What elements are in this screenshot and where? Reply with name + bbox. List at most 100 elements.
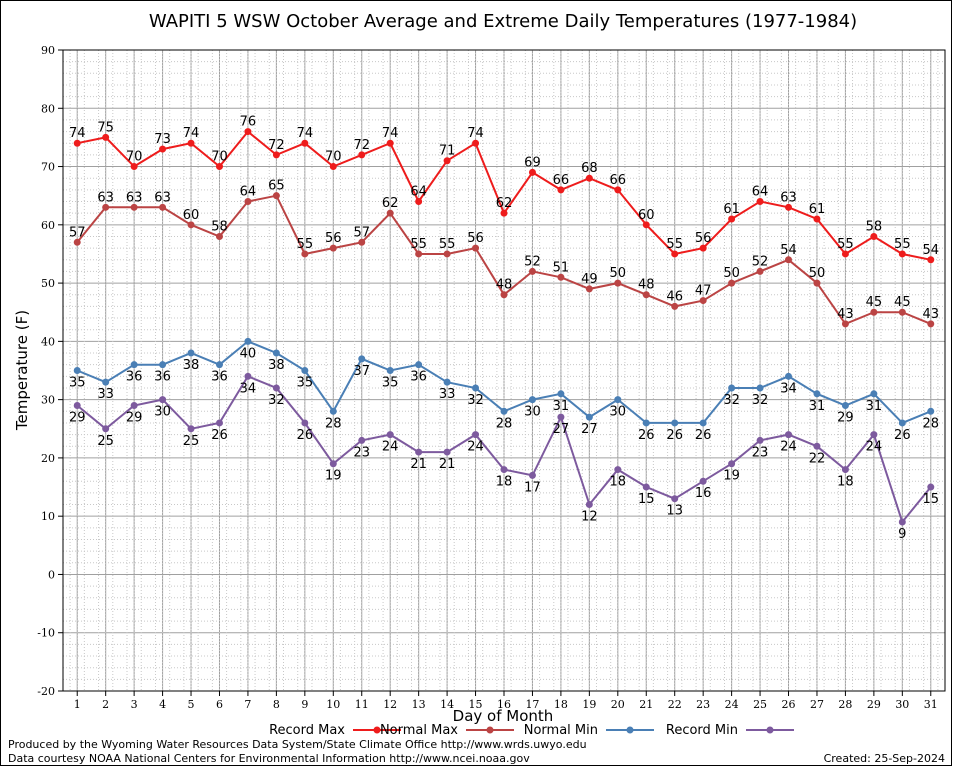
data-label: 70 [325,150,342,165]
data-label: 50 [610,266,627,281]
data-point [614,396,622,404]
data-point [528,471,536,479]
chart-title: WAPITI 5 WSW October Average and Extreme… [149,11,857,32]
x-tick-label: 6 [216,698,223,711]
data-label: 28 [496,416,513,431]
x-tick-label: 23 [696,698,710,711]
x-tick-label: 4 [159,698,166,711]
data-point [642,483,650,491]
data-point [500,466,508,474]
y-tick-label: -20 [37,685,55,698]
footer-data-courtesy: Data courtesy NOAA National Centers for … [8,752,530,765]
x-tick-label: 15 [469,698,483,711]
data-label: 24 [866,440,883,455]
data-label: 62 [382,196,399,211]
data-point [728,460,736,468]
data-label: 27 [553,422,570,437]
data-label: 74 [297,126,314,141]
y-tick-label: 0 [48,568,55,581]
data-point [215,163,223,171]
data-label: 54 [780,243,797,258]
x-tick-label: 26 [782,698,796,711]
data-label: 60 [183,208,200,223]
data-label: 16 [695,486,712,501]
x-tick-label: 29 [867,698,881,711]
data-label: 52 [752,254,769,269]
data-point [927,407,935,415]
data-point [301,419,309,427]
data-point [159,145,167,153]
data-label: 30 [610,405,627,420]
data-label: 74 [382,126,399,141]
data-label: 33 [97,387,114,402]
data-label: 61 [723,202,740,217]
x-tick-label: 20 [611,698,625,711]
data-label: 12 [581,510,598,525]
data-label: 52 [524,254,541,269]
data-point [785,431,793,439]
data-label: 38 [183,358,200,373]
data-label: 25 [97,434,114,449]
data-label: 30 [524,405,541,420]
data-label: 26 [297,428,314,443]
x-tick-label: 30 [895,698,909,711]
data-point [159,396,167,404]
data-point [870,390,878,398]
data-label: 21 [439,457,456,472]
data-label: 40 [240,346,257,361]
data-point [728,279,736,287]
data-label: 72 [268,138,285,153]
data-label: 36 [126,370,143,385]
data-point [756,436,764,444]
data-label: 24 [382,440,399,455]
data-point [500,407,508,415]
data-label: 54 [923,243,940,258]
data-point [813,215,821,223]
data-point [244,372,252,380]
x-tick-label: 12 [383,698,397,711]
data-label: 68 [581,161,598,176]
data-point [329,460,337,468]
data-point [386,431,394,439]
data-label: 35 [297,376,314,391]
data-point [557,186,565,194]
data-point [358,436,366,444]
data-point [272,192,280,200]
data-point [927,483,935,491]
y-axis: -20 -10 0 10 20 30 40 50 60 70 80 90 [37,44,63,698]
data-label: 25 [183,434,200,449]
data-label: 32 [467,393,484,408]
data-point [73,367,81,374]
data-label: 21 [410,457,427,472]
series: 74 75 70 73 74 70 76 72 74 70 72 74 64 71 74 62 69 66 68 66… [69,115,939,542]
data-label: 29 [126,410,143,425]
data-point [329,407,337,415]
data-label: 45 [866,295,883,310]
data-label: 36 [154,370,171,385]
data-label: 50 [809,266,826,281]
data-point [841,466,849,474]
data-label: 64 [410,185,427,200]
data-label: 35 [382,376,399,391]
data-point [187,139,195,147]
data-point [215,232,223,240]
data-point [557,413,565,421]
x-axis: 1 2 3 4 5 6 7 8 9 10 11 12 13 14 15 16 17 18 19 20 21 22 23 24 2… [74,691,938,711]
data-label: 74 [69,126,86,141]
data-label: 31 [553,399,570,414]
data-point [614,186,622,194]
data-label: 56 [467,231,484,246]
data-point [73,238,81,246]
data-label: 55 [410,237,427,252]
data-point [699,297,707,305]
data-label: 33 [439,387,456,402]
data-label: 46 [666,289,683,304]
data-label: 55 [837,237,854,252]
data-label: 55 [894,237,911,252]
data-point [870,431,878,439]
grid [63,50,945,691]
data-point [671,419,679,427]
legend-item-normal-min: Normal Min [524,723,654,738]
data-label: 34 [780,381,797,396]
